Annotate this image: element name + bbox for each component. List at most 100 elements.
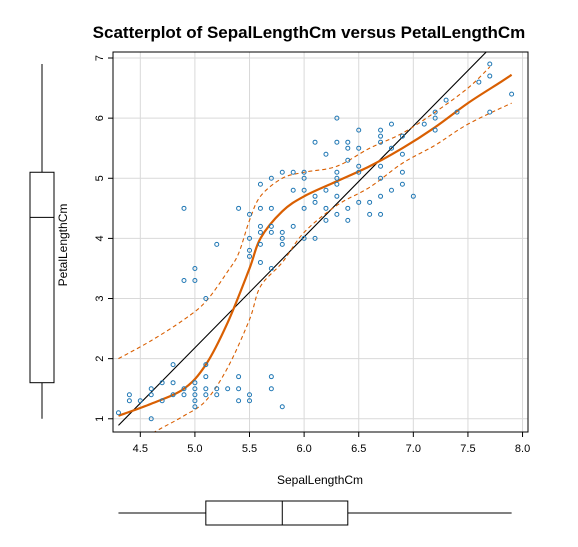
data-point-96: [378, 193, 384, 199]
data-point-39: [247, 247, 253, 253]
data-point-31: [225, 386, 231, 392]
data-point-97: [378, 175, 384, 181]
data-point-21: [192, 277, 198, 283]
data-point-23: [203, 392, 209, 398]
data-point-15: [181, 205, 187, 211]
data-point-7: [159, 398, 165, 404]
data-point-113: [432, 109, 438, 115]
data-point-50: [268, 265, 274, 271]
data-point-45: [257, 223, 263, 229]
data-point-62: [290, 169, 296, 175]
data-point-47: [257, 181, 263, 187]
data-point-57: [279, 235, 285, 241]
data-point-64: [301, 205, 307, 211]
data-point-92: [356, 127, 362, 133]
x-tick-label-5: 7.0: [406, 443, 421, 455]
data-point-114: [443, 97, 449, 103]
y-tick-label-4: 5: [94, 175, 106, 181]
x-tick-label-4: 6.5: [351, 443, 366, 455]
smoother-line: [118, 73, 513, 417]
data-point-28: [214, 392, 220, 398]
data-point-43: [257, 241, 263, 247]
y-axis-ticks: 1 2 3 4 5 6 7: [94, 55, 113, 422]
data-point-115: [454, 109, 460, 115]
y-axis-label: PetalLengthCm: [56, 204, 70, 287]
data-point-89: [356, 169, 362, 175]
data-point-98: [378, 163, 384, 169]
data-point-25: [203, 374, 209, 380]
y-boxplot-box: [29, 171, 55, 384]
data-point-36: [247, 398, 253, 404]
data-point-118: [487, 73, 493, 79]
data-point-117: [487, 109, 493, 115]
x-tick-label-6: 7.5: [460, 443, 475, 455]
data-point-51: [268, 229, 274, 235]
data-point-61: [290, 187, 296, 193]
data-point-14: [181, 277, 187, 283]
data-point-77: [334, 193, 340, 199]
data-point-66: [301, 175, 307, 181]
data-point-112: [432, 115, 438, 121]
data-point-63: [301, 235, 307, 241]
data-point-2: [126, 392, 132, 398]
data-point-75: [323, 151, 329, 157]
data-point-105: [399, 181, 405, 187]
data-point-103: [388, 145, 394, 151]
data-point-101: [378, 127, 384, 133]
plot-frame: [112, 51, 529, 433]
data-point-3: [137, 398, 143, 404]
data-point-8: [159, 380, 165, 386]
data-point-54: [268, 175, 274, 181]
data-point-49: [268, 374, 274, 380]
data-point-53: [268, 205, 274, 211]
data-point-111: [432, 127, 438, 133]
data-point-79: [334, 175, 340, 181]
data-point-99: [378, 139, 384, 145]
data-point-59: [279, 169, 285, 175]
x-tick-label-3: 6.0: [296, 443, 311, 455]
data-point-10: [170, 380, 176, 386]
data-point-55: [279, 404, 285, 410]
data-point-74: [323, 187, 329, 193]
data-point-65: [301, 187, 307, 193]
x-tick-label-0: 4.5: [133, 443, 148, 455]
y-tick-label-3: 4: [94, 235, 106, 241]
x-tick-label-2: 5.5: [242, 443, 257, 455]
x-axis-label: SepalLengthCm: [277, 473, 363, 487]
data-point-6: [148, 386, 154, 392]
data-point-19: [192, 386, 198, 392]
data-point-71: [312, 139, 318, 145]
data-point-1: [126, 398, 132, 404]
data-point-30: [214, 241, 220, 247]
data-point-5: [148, 392, 154, 398]
data-point-107: [399, 151, 405, 157]
data-point-120: [509, 91, 515, 97]
x-axis-boxplot: [118, 500, 512, 526]
data-point-93: [367, 211, 373, 217]
data-point-20: [192, 380, 198, 386]
data-point-56: [279, 241, 285, 247]
smoother-lower-band: [153, 102, 512, 432]
data-point-60: [290, 223, 296, 229]
data-point-104: [388, 121, 394, 127]
data-point-86: [345, 145, 351, 151]
data-point-52: [268, 223, 274, 229]
data-point-44: [257, 229, 263, 235]
data-point-119: [487, 61, 493, 67]
y-tick-label-6: 7: [94, 55, 106, 61]
data-point-34: [236, 374, 242, 380]
data-point-70: [312, 193, 318, 199]
data-point-84: [345, 205, 351, 211]
data-point-100: [378, 133, 384, 139]
x-tick-label-7: 8.0: [515, 443, 530, 455]
data-point-0: [115, 410, 121, 416]
y-tick-label-2: 3: [94, 295, 106, 301]
data-point-90: [356, 163, 362, 169]
smoother-layer: [118, 66, 513, 432]
data-point-18: [192, 392, 198, 398]
data-points: [115, 61, 515, 422]
data-point-116: [476, 79, 482, 85]
data-point-27: [203, 296, 209, 302]
data-point-91: [356, 145, 362, 151]
